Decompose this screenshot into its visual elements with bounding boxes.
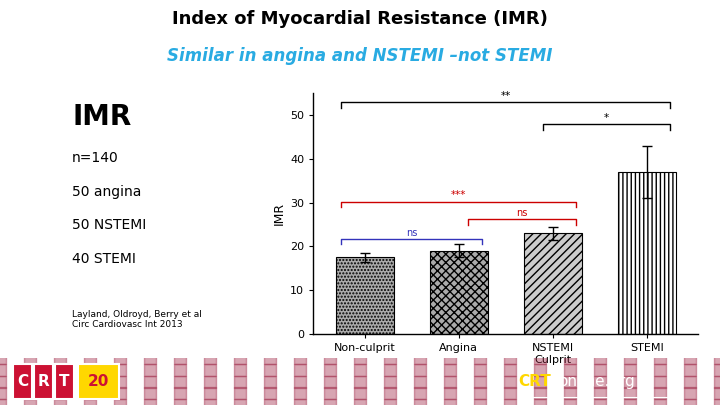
Text: 50 NSTEMI: 50 NSTEMI [72,218,146,232]
Text: ns: ns [516,208,528,218]
Text: n=140: n=140 [72,151,119,165]
Text: R: R [37,374,50,389]
Text: C: C [17,374,28,389]
Text: 40 STEMI: 40 STEMI [72,252,136,266]
FancyBboxPatch shape [13,364,32,399]
Text: 50 angina: 50 angina [72,185,141,199]
Text: ns: ns [406,228,418,238]
Text: Similar in angina and NSTEMI –not STEMI: Similar in angina and NSTEMI –not STEMI [167,47,553,64]
FancyBboxPatch shape [78,364,119,399]
Text: ***: *** [451,190,467,200]
Bar [523,233,582,334]
Bar [618,172,676,334]
FancyBboxPatch shape [55,364,74,399]
Text: IMR: IMR [72,103,131,131]
Text: *: * [604,113,609,122]
Text: **: ** [500,91,511,100]
Text: Layland, Oldroyd, Berry et al
Circ Cardiovasc Int 2013: Layland, Oldroyd, Berry et al Circ Cardi… [72,310,202,329]
Bar [336,258,394,334]
Text: online.org: online.org [558,374,635,389]
Text: 20: 20 [88,374,109,389]
FancyBboxPatch shape [13,364,74,399]
Text: T: T [59,374,70,389]
Text: CRT: CRT [518,374,551,389]
FancyBboxPatch shape [34,364,53,399]
Y-axis label: IMR: IMR [273,202,286,225]
Bar [430,251,488,334]
Text: Index of Myocardial Resistance (IMR): Index of Myocardial Resistance (IMR) [172,10,548,28]
